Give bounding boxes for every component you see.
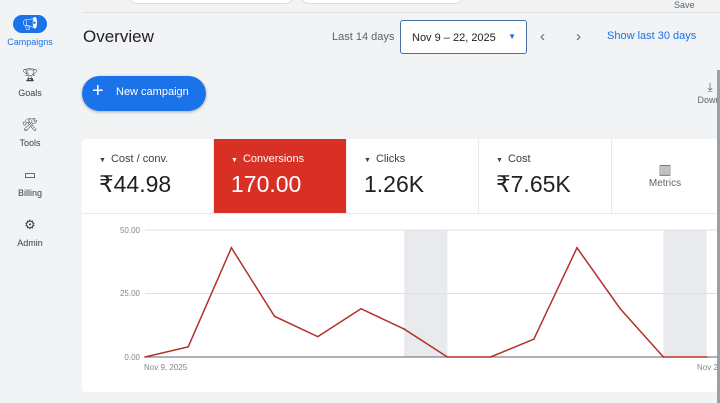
metric-value: ₹7.65K: [496, 171, 571, 197]
chevron-left-icon[interactable]: ‹: [540, 28, 545, 45]
sidebar-item-admin[interactable]: ⚙ Admin: [0, 216, 60, 248]
date-range-select[interactable]: Nov 9 – 22, 2025 ▼: [400, 20, 527, 54]
page-title: Overview: [83, 27, 154, 46]
new-campaign-button[interactable]: + New campaign: [82, 76, 206, 111]
data-point: [230, 246, 233, 249]
metric-value: ₹44.98: [99, 171, 172, 197]
y-tick-label: 25.00: [120, 289, 141, 298]
download-icon: ⤓: [707, 80, 713, 94]
metric-label: Cost / conv.: [110, 153, 169, 165]
download-label: Downl: [697, 95, 720, 105]
data-point: [576, 246, 578, 249]
data-point: [403, 328, 406, 330]
megaphone-icon: 📢︎: [13, 15, 47, 33]
data-point: [144, 356, 146, 358]
plus-icon: +: [92, 80, 104, 102]
caret-down-icon: ▼: [508, 32, 516, 41]
sidebar-label: Billing: [17, 188, 42, 198]
data-point: [662, 356, 665, 358]
top-filter-pill[interactable]: [128, 0, 294, 4]
metric-label: Conversions: [242, 153, 305, 165]
metric-tile-clicks[interactable]: ▼ Clicks 1.26K: [347, 139, 479, 214]
chevron-right-icon[interactable]: ›: [576, 28, 581, 45]
data-point: [360, 307, 362, 310]
sidebar-label: Tools: [19, 138, 41, 148]
date-range-label: Last 14 days: [332, 31, 395, 43]
metric-value: 1.26K: [364, 171, 425, 197]
data-point: [446, 356, 449, 358]
metric-value: 170.00: [231, 171, 302, 197]
conversions-line: [144, 246, 707, 358]
sidebar: 📢︎ Campaigns 🏆︎ Goals 🛠︎ Tools ▭ Billing ⚙ Ad…: [0, 0, 60, 403]
metric-label: Cost: [507, 153, 531, 165]
data-point: [273, 315, 276, 318]
download-button[interactable]: ⤓ Downl: [690, 80, 720, 105]
metrics-button[interactable]: ▥ Metrics: [612, 139, 718, 214]
credit-card-icon: ▭: [23, 167, 37, 182]
show-last-30-days-link[interactable]: Show last 30 days: [607, 30, 697, 42]
data-point: [489, 356, 492, 358]
caret-down-icon: ▼: [364, 157, 371, 164]
scrollbar[interactable]: [717, 70, 720, 403]
metrics-label: Metrics: [648, 178, 682, 189]
y-tick-label: 0.00: [124, 353, 140, 362]
data-point: [705, 356, 708, 358]
data-point: [317, 335, 319, 338]
metric-tile-conversions[interactable]: ▼ Conversions 170.00: [214, 139, 347, 214]
sidebar-item-tools[interactable]: 🛠︎ Tools: [0, 116, 60, 148]
sidebar-label: Campaigns: [7, 37, 53, 47]
tools-icon: 🛠︎: [21, 117, 39, 132]
top-filter-pill[interactable]: [300, 0, 464, 4]
new-campaign-label: New campaign: [116, 86, 189, 98]
data-point: [619, 307, 621, 310]
trophy-icon: 🏆︎: [21, 67, 39, 82]
data-point: [187, 346, 189, 348]
save-button[interactable]: Save: [674, 0, 695, 10]
sidebar-item-campaigns[interactable]: 📢︎ Campaigns: [0, 15, 60, 47]
metric-tile-cost[interactable]: ▼ Cost ₹7.65K: [479, 139, 612, 214]
conversions-chart: 50.00 25.00 0.00 Nov 9, 2025 Nov 2: [120, 226, 718, 372]
sidebar-item-billing[interactable]: ▭ Billing: [0, 166, 60, 198]
caret-down-icon: ▼: [99, 157, 106, 164]
divider: [82, 12, 720, 13]
date-range-value: Nov 9 – 22, 2025: [412, 32, 496, 44]
caret-down-icon: ▼: [496, 157, 503, 164]
sidebar-label: Admin: [17, 238, 43, 248]
data-point: [533, 338, 535, 341]
sidebar-label: Goals: [18, 88, 42, 98]
x-tick-label: Nov 9, 2025: [144, 363, 188, 372]
x-tick-label: Nov 2: [697, 363, 718, 372]
overview-card: ▼ Cost / conv. ₹44.98 ▼ Conversions 170.00 ▼…: [82, 139, 718, 392]
caret-down-icon: ▼: [231, 157, 238, 164]
metric-label: Clicks: [375, 153, 406, 165]
gear-icon: ⚙: [24, 217, 36, 232]
sidebar-item-goals[interactable]: 🏆︎ Goals: [0, 66, 60, 98]
metric-tile-cost-per-conv[interactable]: ▼ Cost / conv. ₹44.98: [82, 139, 214, 214]
y-tick-label: 50.00: [120, 226, 141, 235]
add-chart-icon: ▥: [658, 161, 672, 177]
